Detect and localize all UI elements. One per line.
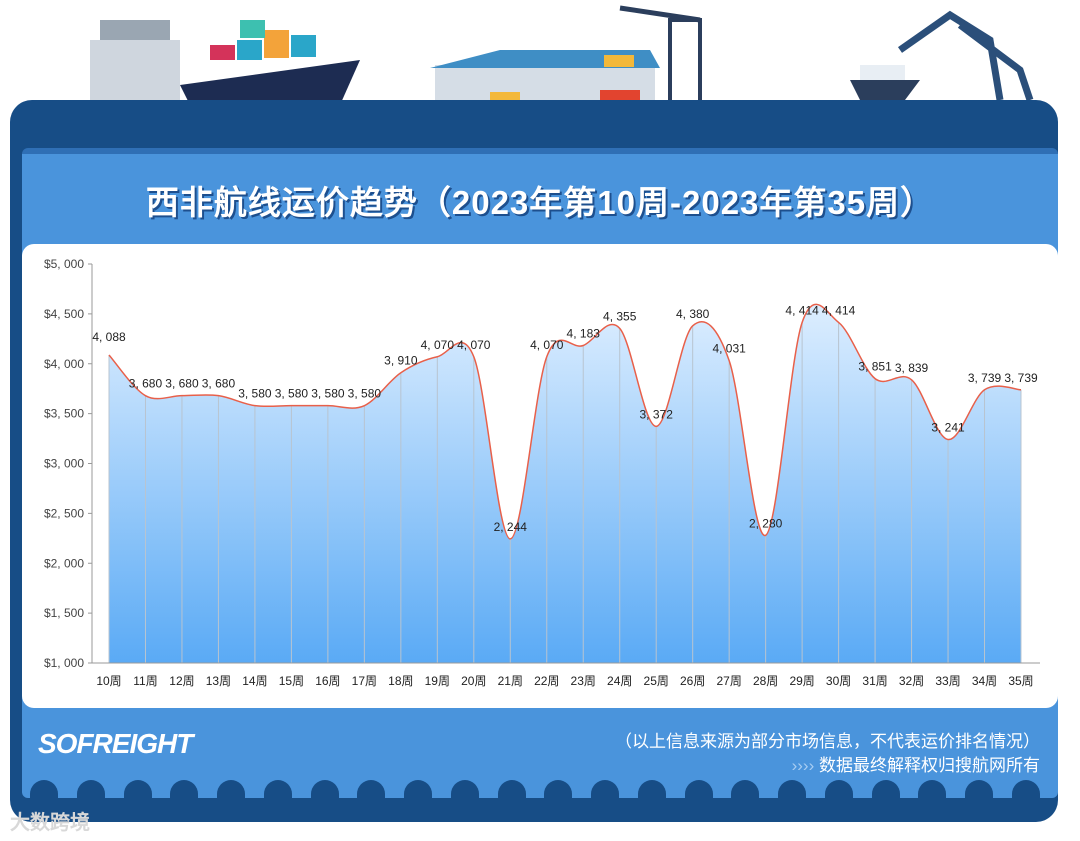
scallop [123, 780, 152, 800]
y-tick-label: $3, 500 [44, 407, 84, 421]
y-tick-label: $1, 000 [44, 656, 84, 670]
x-tick-label: 15周 [279, 674, 304, 688]
watermark: 大数跨境 [10, 812, 90, 834]
source-note: （以上信息来源为部分市场信息，不代表运价排名情况） [615, 732, 1040, 751]
x-tick-label: 21周 [498, 674, 523, 688]
x-tick-label: 19周 [425, 674, 450, 688]
x-tick-label: 30周 [826, 674, 851, 688]
x-tick-label: 18周 [388, 674, 413, 688]
scallop [684, 780, 713, 800]
data-label: 4, 414 [822, 303, 856, 317]
rights-text: 数据最终解释权归搜航网所有 [819, 756, 1040, 775]
y-tick-label: $2, 000 [44, 556, 84, 570]
scalloped-border [30, 780, 1040, 800]
y-tick-label: $5, 000 [44, 257, 84, 271]
data-label: 3, 680 [129, 377, 163, 391]
page-title: 西非航线运价趋势（2023年第10周-2023年第35周） [145, 184, 935, 221]
x-tick-label: 11周 [133, 674, 157, 688]
series-line [108, 303, 1022, 540]
scallop [918, 780, 947, 800]
scallop [217, 780, 245, 800]
data-label: 2, 244 [494, 520, 528, 534]
data-label: 3, 851 [858, 360, 892, 374]
data-label: 3, 241 [931, 420, 965, 434]
x-tick-label: 26周 [680, 674, 705, 688]
data-label: 3, 580 [238, 387, 272, 401]
data-label: 4, 414 [785, 303, 819, 317]
x-tick-label: 23周 [571, 674, 596, 688]
area-fill [109, 304, 1021, 663]
y-tick-label: $1, 500 [44, 606, 84, 620]
y-tick-label: $3, 000 [44, 457, 84, 471]
scallop [591, 780, 619, 800]
x-tick-label: 17周 [352, 674, 377, 688]
data-label: 3, 580 [348, 387, 382, 401]
x-tick-label: 10周 [96, 674, 121, 688]
scallop [637, 780, 666, 800]
scallop [965, 780, 993, 800]
scallop [357, 780, 386, 800]
x-tick-label: 28周 [753, 674, 778, 688]
data-label: 3, 680 [202, 377, 236, 391]
scallop [404, 780, 432, 800]
x-tick-label: 16周 [315, 674, 340, 688]
data-label: 3, 580 [311, 387, 345, 401]
x-tick-label: 31周 [862, 674, 887, 688]
y-tick-label: $2, 500 [44, 506, 84, 520]
scallop [497, 780, 526, 800]
data-label: 4, 070 [530, 338, 564, 352]
x-tick-label: 29周 [789, 674, 814, 688]
scallop [450, 780, 479, 800]
x-tick-label: 34周 [972, 674, 997, 688]
scallop [731, 780, 760, 800]
x-tick-label: 20周 [461, 674, 486, 688]
line-chart: $1, 000 $1, 500 $2, 000 $2, 500 $3, 000 $3, 5… [44, 257, 1040, 688]
scallop [1011, 780, 1040, 800]
data-label: 4, 031 [712, 342, 746, 356]
data-label: 3, 839 [895, 361, 929, 375]
data-label: 4, 070 [421, 338, 455, 352]
chart-card: $1, 000 $1, 500 $2, 000 $2, 500 $3, 000 $3, 5… [22, 244, 1058, 708]
x-tick-label: 32周 [899, 674, 924, 688]
x-tick-label: 33周 [935, 674, 960, 688]
scallop [871, 780, 900, 800]
x-tick-label: 27周 [716, 674, 741, 688]
scallop [310, 780, 339, 800]
x-tick-label: 24周 [607, 674, 632, 688]
scallop [544, 780, 573, 800]
port-illustration [90, 5, 1034, 107]
data-label: 3, 680 [165, 377, 199, 391]
scallop [263, 780, 292, 800]
x-tick-label: 25周 [644, 674, 669, 688]
scallop [778, 780, 806, 800]
sofreight-logo: SOFREIGHT [38, 728, 193, 759]
data-label: 4, 088 [92, 330, 126, 344]
data-label: 3, 372 [640, 407, 674, 421]
data-label: 4, 183 [567, 326, 601, 340]
y-tick-label: $4, 000 [44, 357, 84, 371]
scallop [170, 780, 199, 800]
scallop [824, 780, 853, 800]
y-tick-label: $4, 500 [44, 307, 84, 321]
x-tick-label: 22周 [534, 674, 559, 688]
x-tick-label: 13周 [206, 674, 231, 688]
rights-note: ›››› 数据最终解释权归搜航网所有 [792, 751, 1040, 776]
data-label: 4, 380 [676, 307, 710, 321]
data-label: 4, 355 [603, 309, 637, 323]
data-label: 3, 739 [1004, 371, 1038, 385]
x-tick-label: 14周 [242, 674, 267, 688]
data-label: 3, 910 [384, 354, 418, 368]
x-tick-label: 12周 [169, 674, 194, 688]
data-label: 3, 580 [275, 387, 309, 401]
data-label: 2, 280 [749, 516, 783, 530]
x-tick-label: 35周 [1008, 674, 1033, 688]
scallop [30, 780, 58, 800]
arrows-icon: ›››› [791, 756, 815, 775]
scallop [76, 780, 105, 800]
data-label: 4, 070 [457, 338, 491, 352]
data-label: 3, 739 [968, 371, 1002, 385]
